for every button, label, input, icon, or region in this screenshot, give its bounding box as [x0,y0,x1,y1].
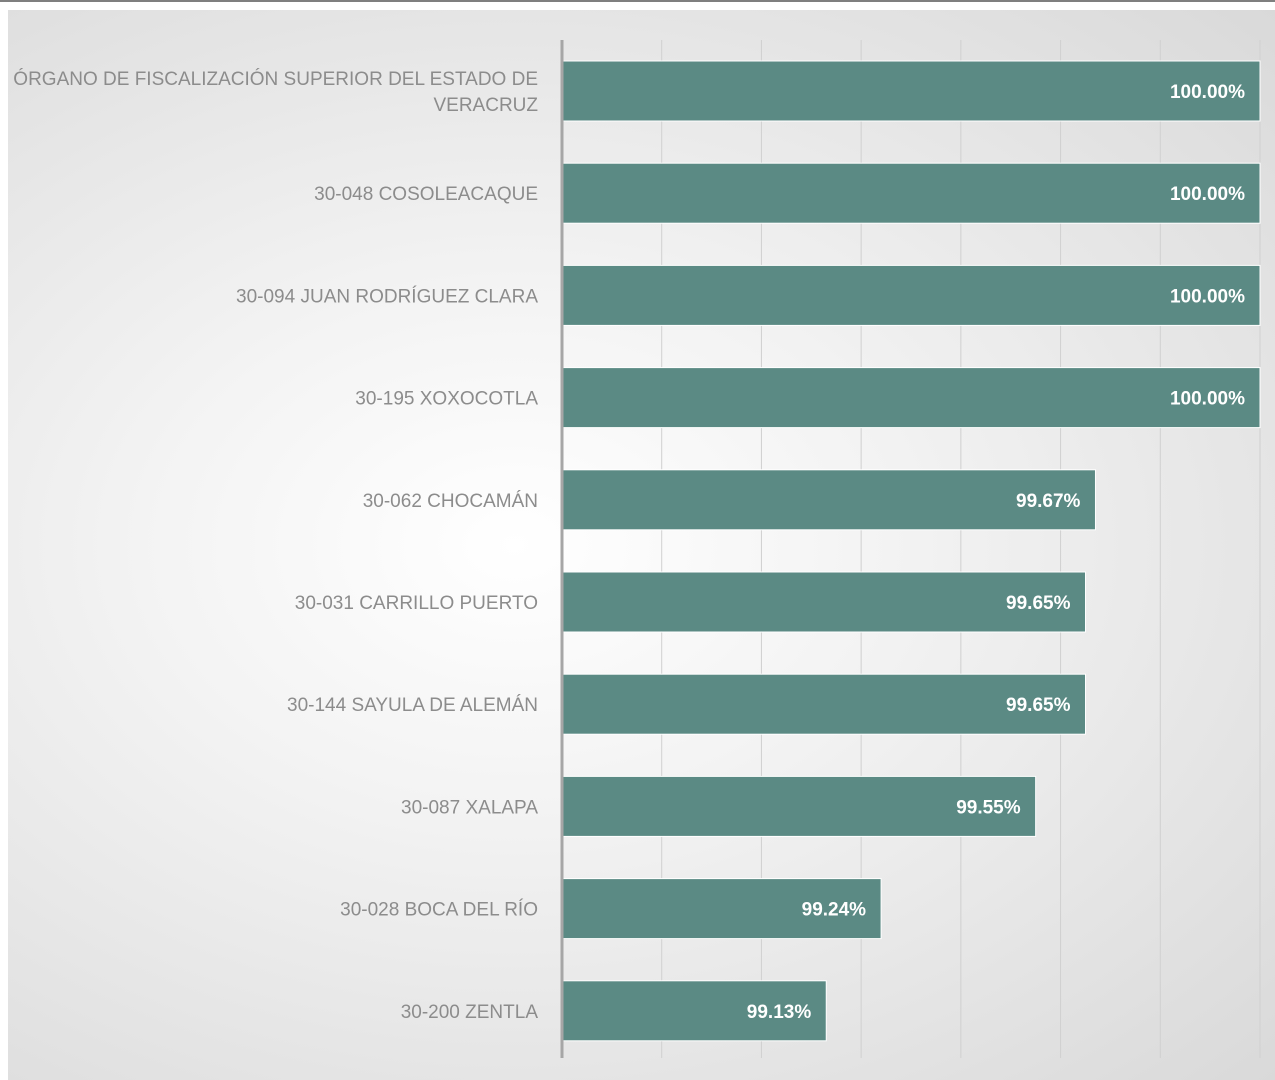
bars [561,60,1261,1042]
bar-3 [561,367,1261,429]
value-label-7: 99.55% [956,797,1021,818]
bar-1 [561,162,1261,224]
category-label-0: ÓRGANO DE FISCALIZACIÓN SUPERIOR DEL EST… [13,68,538,116]
value-label-9: 99.13% [747,1002,812,1023]
category-label-8: 30-028 BOCA DEL RÍO [340,900,538,921]
bar-9 [561,980,827,1042]
bar-7 [561,775,1037,837]
category-label-2: 30-094 JUAN RODRÍGUEZ CLARA [236,286,538,307]
value-label-0: 100.00% [1170,82,1245,103]
category-labels: ÓRGANO DE FISCALIZACIÓN SUPERIOR DEL EST… [13,68,538,1023]
category-label-7: 30-087 XALAPA [401,797,538,818]
value-label-3: 100.00% [1170,389,1245,410]
value-label-2: 100.00% [1170,286,1245,307]
category-label-3: 30-195 XOXOCOTLA [355,389,538,410]
top-border [0,0,1275,2]
value-labels: 100.00% 100.00% 100.00% 100.00% 99.67% 99.65%… [747,82,1245,1023]
category-label-6: 30-144 SAYULA DE ALEMÁN [287,695,538,716]
value-label-5: 99.65% [1006,593,1071,614]
value-label-6: 99.65% [1006,695,1071,716]
bar-2 [561,264,1261,326]
bar-5 [561,571,1086,633]
value-label-1: 100.00% [1170,184,1245,205]
category-label-9: 30-200 ZENTLA [401,1002,539,1023]
value-label-4: 99.67% [1016,491,1081,512]
category-label-5: 30-031 CARRILLO PUERTO [295,593,538,614]
category-label-4: 30-062 CHOCAMÁN [363,491,538,512]
category-label-1: 30-048 COSOLEACAQUE [314,184,538,205]
bar-8 [561,878,882,940]
bar-0 [561,60,1261,122]
value-label-8: 99.24% [802,900,867,921]
bar-6 [561,673,1086,735]
